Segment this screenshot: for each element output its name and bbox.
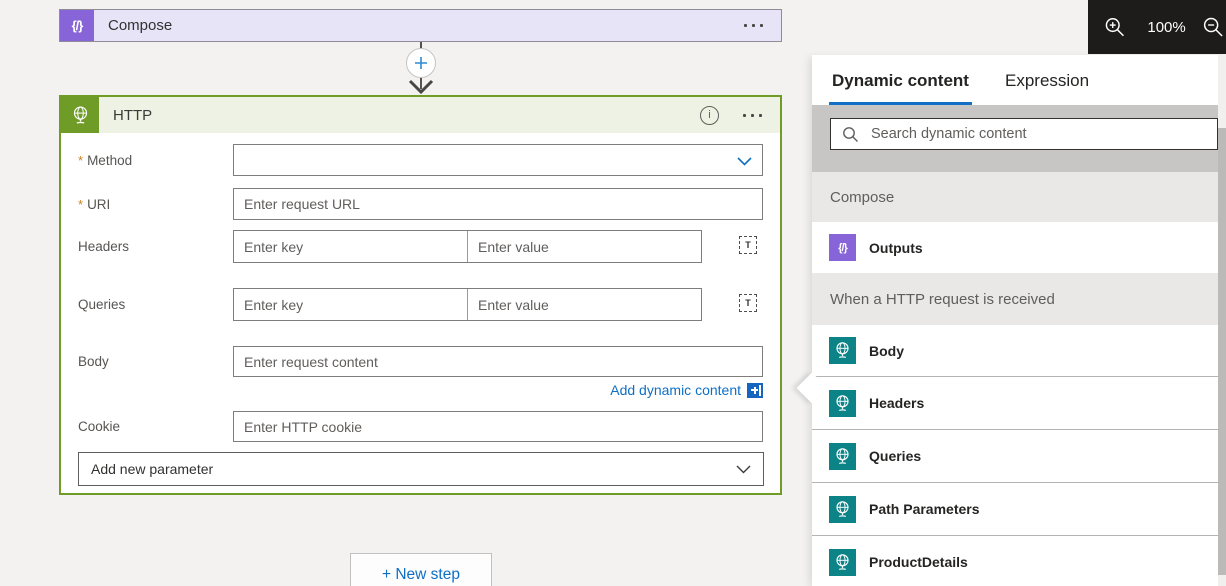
- cookie-label: Cookie: [78, 419, 121, 434]
- http-request-icon: [829, 495, 856, 523]
- compose-icon: {/}: [60, 10, 94, 41]
- http-request-icon: [829, 548, 856, 576]
- cookie-input[interactable]: [233, 411, 763, 442]
- required-asterisk: *: [78, 196, 84, 212]
- method-dropdown[interactable]: [233, 144, 763, 176]
- compose-icon-glyph: {/}: [71, 18, 84, 33]
- divider: [467, 231, 468, 262]
- headers-value-input[interactable]: [468, 231, 701, 262]
- chevron-down-icon: [736, 465, 751, 473]
- http-card-title: HTTP: [113, 106, 153, 124]
- uri-label: * URI: [78, 196, 111, 212]
- headers-text-mode-icon[interactable]: T: [739, 236, 757, 254]
- body-input[interactable]: [233, 346, 763, 377]
- queries-text-mode-icon[interactable]: T: [739, 294, 757, 312]
- add-dynamic-content-link[interactable]: Add dynamic content: [610, 382, 741, 398]
- add-dynamic-content-icon[interactable]: [747, 382, 763, 398]
- headers-key-input[interactable]: [234, 231, 467, 262]
- zoom-in-icon[interactable]: [1104, 16, 1126, 39]
- dynamic-content-item-body[interactable]: Body: [812, 325, 1226, 376]
- compose-icon: {/}: [829, 234, 856, 261]
- http-request-icon: [829, 337, 856, 364]
- queries-key-value-row: [233, 288, 702, 321]
- compose-action-card[interactable]: {/} Compose: [59, 9, 782, 42]
- compose-card-title: Compose: [108, 17, 173, 34]
- new-step-button[interactable]: + New step: [350, 553, 492, 586]
- required-asterisk: *: [78, 152, 84, 168]
- http-action-card: HTTP i * Method * URI Headers: [59, 95, 782, 495]
- search-box[interactable]: [830, 118, 1218, 150]
- http-request-icon: [829, 442, 856, 470]
- http-connector-icon: [61, 97, 99, 133]
- panel-scrollbar-thumb[interactable]: [1218, 128, 1226, 575]
- info-icon[interactable]: i: [700, 105, 719, 125]
- dynamic-content-item-headers[interactable]: Headers: [812, 376, 1226, 429]
- plus-icon: [415, 57, 427, 69]
- divider: [467, 289, 468, 320]
- dynamic-content-item-queries[interactable]: Queries: [812, 429, 1226, 482]
- zoom-out-icon[interactable]: [1201, 16, 1226, 39]
- add-new-parameter-label: Add new parameter: [91, 461, 214, 477]
- method-label: * Method: [78, 152, 133, 168]
- zoom-toolbar: 100%: [1088, 0, 1226, 54]
- queries-label: Queries: [78, 297, 126, 312]
- dynamic-content-item-productdetails[interactable]: ProductDetails: [812, 535, 1226, 586]
- chevron-down-icon: [737, 157, 752, 166]
- tab-dynamic-content[interactable]: Dynamic content: [829, 71, 972, 105]
- uri-input[interactable]: [233, 188, 763, 220]
- search-input[interactable]: [869, 125, 1217, 143]
- zoom-level: 100%: [1147, 18, 1186, 36]
- arrow-down-icon: [408, 79, 434, 95]
- search-icon: [843, 126, 858, 142]
- insert-step-button[interactable]: [406, 48, 436, 78]
- headers-key-value-row: [233, 230, 702, 263]
- queries-value-input[interactable]: [468, 289, 701, 320]
- section-header-compose: Compose: [812, 172, 1226, 222]
- section-header-http-request: When a HTTP request is received: [812, 273, 1226, 325]
- search-strip: [812, 105, 1226, 172]
- dynamic-content-item-outputs[interactable]: {/} Outputs: [812, 222, 1226, 273]
- http-card-header[interactable]: HTTP i: [61, 97, 780, 133]
- compose-more-menu-icon[interactable]: [740, 20, 767, 31]
- queries-key-input[interactable]: [234, 289, 467, 320]
- headers-label: Headers: [78, 239, 130, 254]
- panel-tabs: Dynamic content Expression: [812, 55, 1226, 105]
- http-more-menu-icon[interactable]: [739, 110, 766, 121]
- body-label: Body: [78, 354, 109, 369]
- dynamic-content-item-path-parameters[interactable]: Path Parameters: [812, 482, 1226, 535]
- tab-expression[interactable]: Expression: [1004, 71, 1090, 90]
- http-request-icon: [829, 389, 856, 417]
- dynamic-content-panel: Dynamic content Expression Compose {/} O…: [812, 55, 1226, 586]
- add-new-parameter-dropdown[interactable]: Add new parameter: [78, 452, 764, 486]
